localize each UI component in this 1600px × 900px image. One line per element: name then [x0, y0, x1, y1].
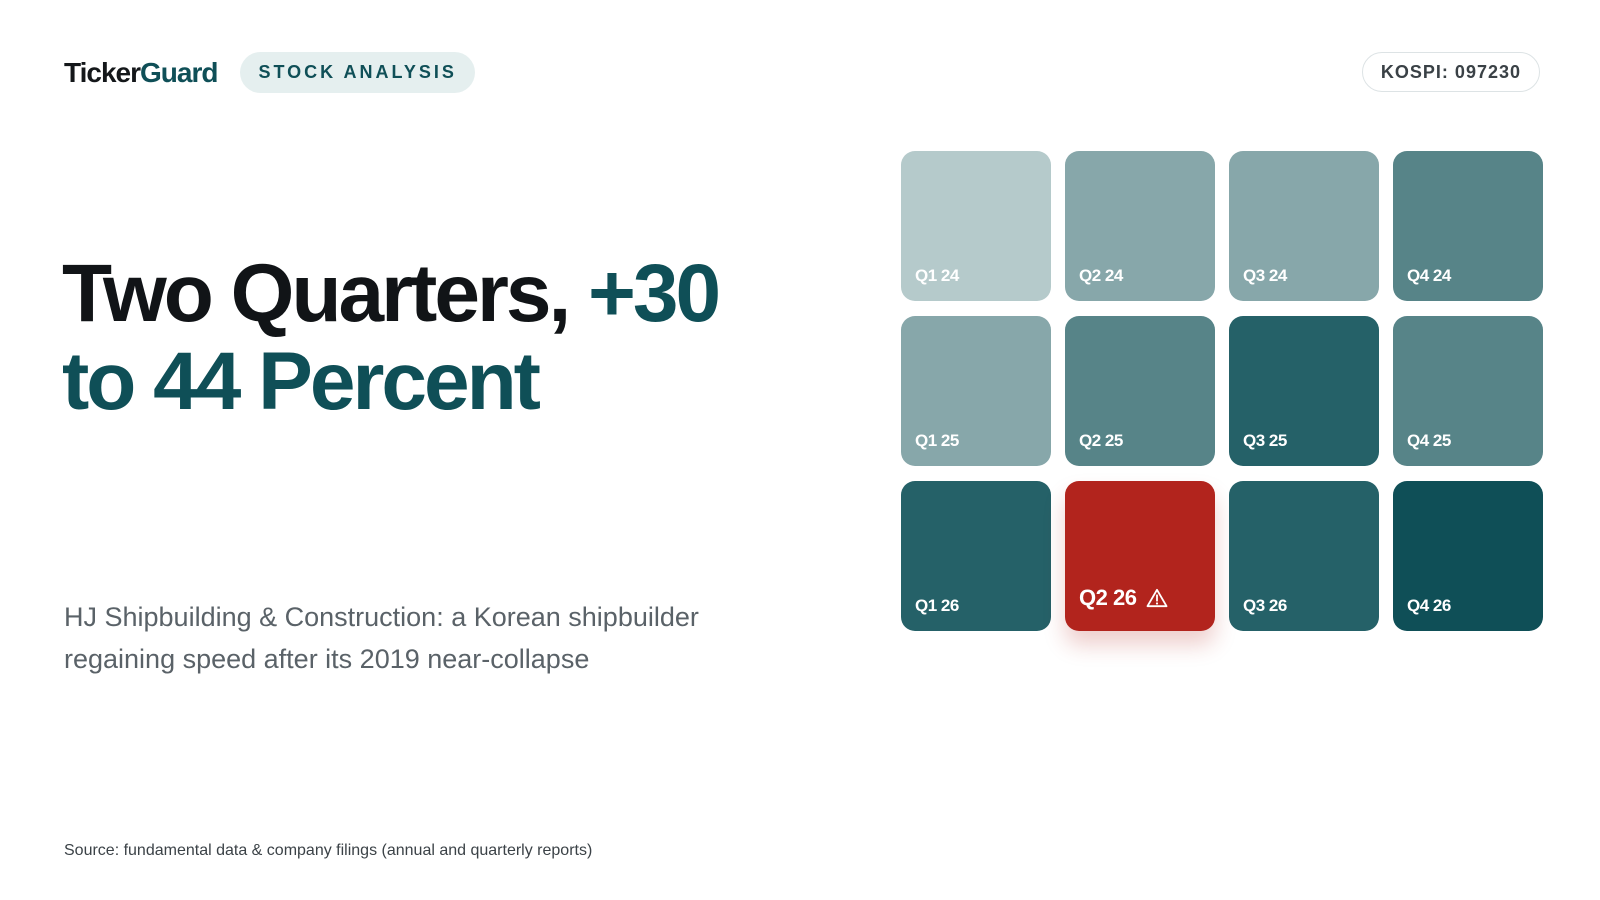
quarter-tile: Q1 26	[901, 481, 1051, 631]
quarter-label: Q4 25	[1407, 431, 1451, 450]
quarter-tile-container: Q1 24	[915, 266, 959, 286]
quarter-tile: Q4 25	[1393, 316, 1543, 466]
quarter-tile: Q2 25	[1065, 316, 1215, 466]
quarter-label: Q1 26	[915, 596, 959, 615]
quarter-tile-container: Q4 26	[1407, 596, 1451, 616]
quarter-label: Q3 25	[1243, 431, 1287, 450]
header: TickerGuard STOCK ANALYSIS	[64, 52, 475, 93]
quarter-tile: Q3 24	[1229, 151, 1379, 301]
quarter-label: Q2 25	[1079, 431, 1123, 450]
quarter-label: Q4 24	[1407, 266, 1451, 285]
quarter-tile-container: Q3 24	[1243, 266, 1287, 286]
quarter-label: Q2 26	[1079, 585, 1137, 610]
quarter-tile: Q2 24	[1065, 151, 1215, 301]
page-title: Two Quarters, +30 to 44 Percent	[62, 250, 802, 426]
title-part-1: Two Quarters,	[62, 248, 589, 339]
quarter-tile-highlighted: Q2 26	[1065, 481, 1215, 631]
quarter-label: Q2 24	[1079, 266, 1123, 285]
quarter-grid: Q1 24 Q2 24 Q3 24 Q4 24 Q1 25 Q2 25 Q3 25 Q4 25…	[901, 151, 1543, 631]
quarter-tile-container: Q2 25	[1079, 431, 1123, 451]
logo: TickerGuard	[64, 56, 218, 89]
quarter-tile: Q4 24	[1393, 151, 1543, 301]
quarter-label: Q1 25	[915, 431, 959, 450]
title-highlight: +30 to 44 Percent	[62, 248, 721, 427]
quarter-tile: Q1 24	[901, 151, 1051, 301]
source-note: Source: fundamental data & company filin…	[64, 842, 593, 859]
quarter-tile-container: Q1 25	[915, 431, 959, 451]
quarter-tile-container: Q3 26	[1243, 596, 1287, 616]
quarter-tile-container: Q4 24	[1407, 266, 1451, 286]
quarter-tile-container: Q2 26	[1079, 585, 1168, 611]
quarter-label: Q3 24	[1243, 266, 1287, 285]
category-badge: STOCK ANALYSIS	[240, 52, 475, 93]
quarter-tile: Q3 25	[1229, 316, 1379, 466]
warning-icon	[1146, 588, 1168, 608]
quarter-tile: Q3 26	[1229, 481, 1379, 631]
quarter-tile-container: Q4 25	[1407, 431, 1451, 451]
quarter-label: Q3 26	[1243, 596, 1287, 615]
ticker-badge: KOSPI: 097230	[1361, 52, 1540, 92]
page-subtitle: HJ Shipbuilding & Construction: a Korean…	[64, 602, 699, 674]
quarter-tile-container: Q2 24	[1079, 266, 1123, 286]
quarter-label: Q4 26	[1407, 596, 1451, 615]
quarter-label: Q1 24	[915, 266, 959, 285]
quarter-tile: Q1 25	[901, 316, 1051, 466]
quarter-tile-container: Q3 25	[1243, 431, 1287, 451]
logo-text: Ticker	[64, 56, 141, 88]
quarter-tile: Q4 26	[1393, 481, 1543, 631]
quarter-tile-container: Q1 26	[915, 596, 959, 616]
logo-accent-text: Guard	[140, 56, 218, 88]
